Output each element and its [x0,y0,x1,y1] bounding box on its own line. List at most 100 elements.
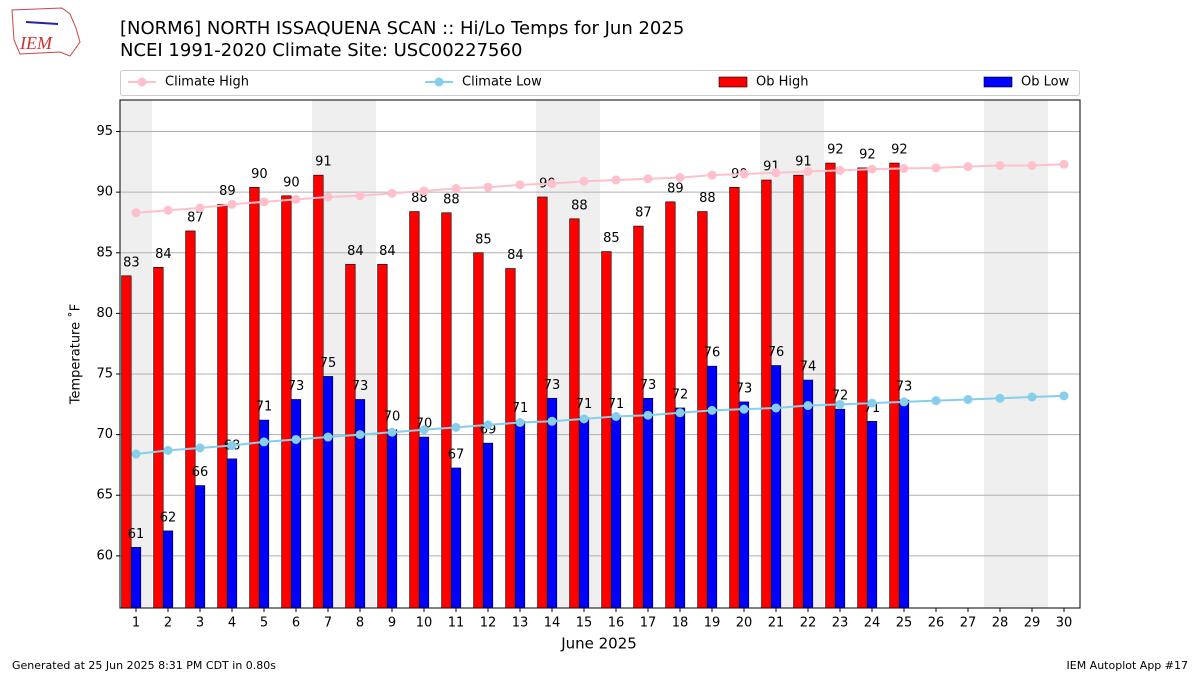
weekend-shade [1016,100,1048,608]
chart-title: [NORM6] NORTH ISSAQUENA SCAN :: Hi/Lo Te… [120,18,684,39]
y-tick-label: 90 [96,185,113,200]
line-marker [419,425,429,435]
line-marker [931,163,941,173]
value-label: 71 [576,397,593,412]
legend-label: Climate Low [462,75,542,90]
value-label: 84 [507,248,524,263]
x-tick-label: 16 [608,616,625,631]
x-tick-label: 28 [992,616,1009,631]
line-marker [867,398,877,408]
x-tick-label: 8 [356,616,364,631]
bar [505,268,516,609]
bar [802,379,814,609]
logo-icon [25,21,59,25]
line-marker [803,167,813,177]
line-marker [515,180,525,190]
value-label: 70 [416,417,433,432]
line-marker [643,174,653,184]
x-tick-label: 11 [448,616,465,631]
value-label: 91 [315,155,332,170]
logo-text: IEM [19,33,53,53]
y-tick-label: 65 [96,488,113,503]
bar [226,458,238,609]
bar [249,186,260,609]
value-label: 74 [800,360,817,375]
y-tick-label: 75 [96,367,113,382]
y-tick-label: 70 [96,427,113,442]
value-label: 72 [832,389,849,404]
y-tick-label: 85 [96,245,113,260]
line-marker [835,165,845,175]
bar [153,267,164,609]
bar [418,436,430,609]
line-marker [643,410,653,420]
value-label: 84 [155,247,172,262]
bar [281,195,292,609]
line-marker [259,437,269,447]
line-marker [387,427,397,437]
bar [514,420,526,609]
value-label: 91 [795,155,812,170]
line-marker [1027,160,1037,170]
line-marker [675,173,685,183]
x-tick-label: 14 [544,616,561,631]
value-label: 73 [288,379,305,394]
value-label: 75 [320,356,337,371]
value-label: 71 [608,397,625,412]
line-marker [899,164,909,174]
bar [601,251,612,609]
line-marker [451,184,461,194]
line-marker [995,393,1005,403]
line-marker [739,169,749,179]
chart-subtitle: NCEI 1991-2020 Climate Site: USC00227560 [120,40,522,61]
legend-label: Ob High [756,75,809,90]
line-marker [547,416,557,426]
bar [537,196,548,609]
value-label: 90 [283,175,300,190]
value-label: 89 [667,181,684,196]
x-tick-label: 12 [480,616,497,631]
value-label: 66 [192,465,209,480]
line-marker [675,408,685,418]
value-label: 76 [768,345,785,360]
value-label: 84 [347,244,364,259]
bar [290,399,302,609]
x-tick-label: 3 [196,616,204,631]
x-tick-label: 25 [896,616,913,631]
x-tick-label: 18 [672,616,689,631]
bar [898,399,910,609]
logo-outline [11,7,81,57]
value-label: 88 [571,198,588,213]
line-marker [899,397,909,407]
bar [482,442,494,609]
line-marker [195,203,205,213]
value-label: 84 [379,244,396,259]
value-label: 88 [699,191,716,206]
value-label: 92 [827,143,844,158]
x-tick-label: 13 [512,616,529,631]
line-marker [227,441,237,451]
bar [162,530,174,609]
line-marker [611,175,621,185]
bar [258,419,270,609]
value-label: 62 [160,510,177,525]
line-marker [707,170,717,180]
y-tick-label: 95 [96,124,113,139]
line-marker [707,405,717,415]
value-label: 72 [672,387,689,402]
line-marker [547,179,557,189]
line-marker [739,404,749,414]
x-tick-label: 6 [292,616,300,631]
footer-right: IEM Autoplot App #17 [1067,659,1189,672]
x-tick-label: 24 [864,616,881,631]
line-marker [163,205,173,215]
legend-swatch [718,76,748,88]
bar [121,275,132,609]
value-label: 89 [219,184,236,199]
line-marker [323,432,333,442]
bar [706,365,718,609]
x-tick-label: 21 [768,616,785,631]
x-tick-label: 5 [260,616,268,631]
